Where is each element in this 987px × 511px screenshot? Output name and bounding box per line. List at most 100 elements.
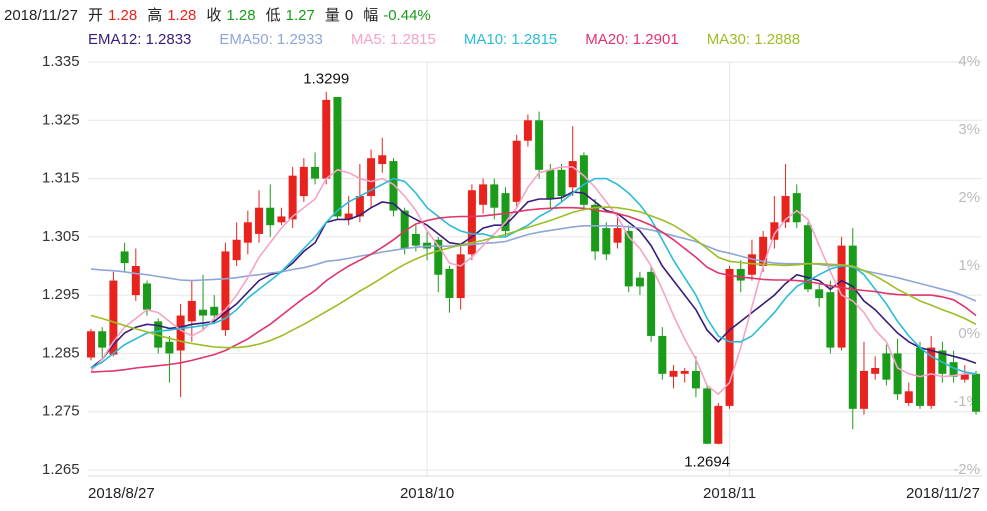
x-tick-label: 2018/8/27 [88,485,155,502]
candle-body [311,166,320,179]
y-tick-label: 1.275 [42,403,80,420]
candle-body [456,254,465,299]
header-label: 幅 [363,7,378,24]
candle-body [579,155,588,205]
low-annotation: 1.2694 [684,453,730,470]
x-tick-label: 2018/11 [703,485,756,502]
candle-body [143,283,152,310]
candle-body [736,268,745,281]
y-tick-label: 1.325 [42,111,80,128]
header-value: 1.28 [167,7,196,24]
legend-entry: MA5: 1.2815 [351,31,436,48]
candle-body [154,321,163,348]
y2-tick-label: 2% [958,189,980,206]
candle-body [647,271,656,336]
candle-body [131,266,140,296]
y-tick-label: 1.315 [42,170,80,187]
candle-body [512,140,521,202]
candle-body [602,228,611,255]
candle-body [299,166,308,197]
ma-line [90,206,977,349]
candle-body [467,190,476,255]
candle-body [803,225,812,290]
candle-body [680,370,689,374]
candle-body [972,373,980,412]
candle-body [243,222,252,243]
candle-body [98,331,107,348]
candle-body [277,216,286,223]
candle-body [199,309,208,316]
candle-body [859,370,868,409]
candle-body [927,347,936,406]
header-value: 1.28 [226,7,255,24]
candle-body [747,254,756,275]
candle-body [120,251,129,264]
candle-body [703,388,712,444]
candle-body [400,210,409,249]
candle-body [714,405,723,444]
x-tick-label: 2018/10 [400,485,454,502]
candle-body [322,99,331,179]
candle-body [479,184,488,205]
candle-body [87,331,95,358]
candle-body [445,268,454,299]
candle-body [490,184,499,208]
y2-tick-label: 3% [958,121,980,138]
y2-tick-label: 4% [958,53,980,70]
ma-line [90,166,976,396]
candle-body [770,222,779,240]
y2-tick-label: 1% [958,257,980,274]
y-tick-label: 1.295 [42,286,80,303]
header-date: 2018/11/27 [4,7,78,24]
candle-body [635,277,644,287]
candle-body [826,292,835,348]
header-value: -0.44% [383,7,431,24]
legend-entry: EMA12: 1.2833 [88,31,191,48]
header-label: 收 [206,7,221,24]
candle-body [759,236,768,266]
candle-body [501,193,510,232]
candle-body [546,169,555,199]
candle-body [109,280,118,355]
candle-body [434,239,443,275]
candle-body [411,233,420,246]
candle-body [333,96,342,217]
candle-body [165,341,174,354]
ma-line [90,191,977,369]
y-tick-label: 1.305 [42,228,80,245]
candle-body [378,155,387,164]
candle-body [781,196,790,223]
header-value: 1.28 [108,7,137,24]
candle-body [893,353,902,395]
legend-entry: MA10: 1.2815 [464,31,557,48]
candle-body [266,207,275,226]
legend-entry: EMA50: 1.2933 [219,31,322,48]
candle-body [187,300,196,322]
candle-body [669,370,678,377]
candle-body [288,175,297,220]
candle-body [210,306,219,316]
x-tick-label: 2018/11/27 [906,485,980,502]
candle-body [725,268,734,406]
candle-body [792,193,801,223]
candle-body [837,245,846,348]
header-label: 开 [88,7,103,24]
candle-body [591,204,600,252]
candle-body [344,213,353,220]
y-tick-label: 1.265 [42,461,80,478]
header-label: 高 [147,7,162,24]
candle-body [691,370,700,389]
candle-body [221,251,230,331]
candle-body [960,373,969,380]
candle-body [523,120,532,141]
candle-body [568,161,577,188]
candle-body [255,207,264,234]
candle-body [232,239,241,261]
y2-tick-label: 0% [958,325,980,342]
candle-body [882,353,891,380]
candle-body [535,120,544,170]
candle-body [389,161,398,211]
header-value: 0 [345,7,353,24]
legend-entry: MA30: 1.2888 [707,31,800,48]
